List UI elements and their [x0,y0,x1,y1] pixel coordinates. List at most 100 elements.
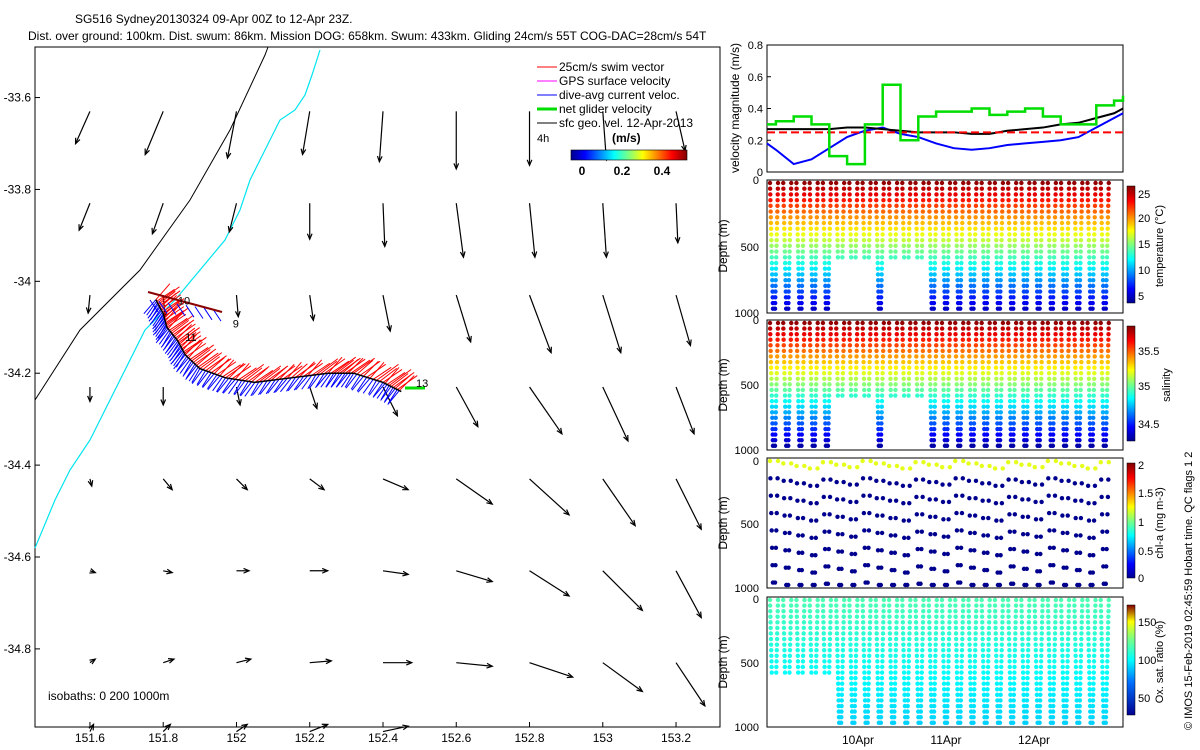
sec-temperature-point [788,197,794,203]
sec-salinity-point [1064,410,1070,415]
sec-temperature-point [1051,266,1057,271]
sec-oxygen-point [769,653,774,658]
swim-vector [286,361,302,379]
salinity-points [767,320,1111,448]
sec-oxygen-point [1047,687,1053,692]
sec-temperature-point [1006,197,1011,203]
sec-salinity-point [800,398,805,404]
sec-salinity-point [1047,398,1052,404]
sec-temperature-point [967,215,972,220]
sec-salinity-point [1013,331,1019,337]
current-vector [373,382,384,397]
sec-chla-point [906,535,911,541]
sec-oxygen-point [939,603,945,608]
sec-salinity-point [781,343,786,348]
current-vector [345,373,358,389]
sec-oxygen-point [875,681,881,686]
sec-chla-point [971,582,976,588]
sec-oxygen-point [839,692,845,698]
sec-oxygen-point [854,614,860,619]
sec-temperature-point [1021,277,1026,283]
sec-oxygen-point [1085,620,1091,625]
sec-salinity-point [946,371,951,376]
sec-salinity-point [822,404,828,409]
sec-salinity-point [985,393,991,398]
sec-chla-point [980,498,985,503]
sec-temperature-point [997,306,1003,311]
sec-oxygen-point [768,620,773,625]
sec-salinity-point [1060,371,1065,376]
sec-oxygen-point [921,597,926,603]
sec-temperature-point [946,220,952,226]
sec-temperature-point [1046,226,1052,231]
swim-vector [307,359,323,377]
sec-oxygen-point [1072,603,1077,608]
sec-temperature-point [947,203,952,209]
sec-temperature-point [787,255,792,260]
sec-temperature-point [813,277,818,283]
sec-oxygen-point [973,614,979,619]
sec-temperature-point [1026,209,1031,214]
sec-salinity-point [841,337,846,342]
sec-chla-point [1066,478,1071,484]
sec-temperature-point [931,295,937,300]
swim-vector [379,367,398,382]
sec-salinity-point [827,376,832,381]
sec-temperature-point [876,283,881,289]
sec-temperature-point [1099,232,1105,237]
sec-salinity-point [958,437,963,443]
geostrophic-arrowhead [623,434,629,443]
sec-oxygen-point [993,642,999,647]
sec-salinity-point [878,432,884,437]
sec-temperature-point [835,243,840,249]
sec-oxygen-point [994,687,1000,692]
sec-salinity-point [986,382,991,387]
sec-chla-point [801,481,807,486]
sec-temperature-point [879,277,884,283]
sec-salinity-point [966,337,972,342]
sec-salinity-point [893,359,899,365]
sec-chla-point [879,565,884,570]
sec-chla-point [986,515,991,521]
sec-salinity-point [981,410,987,415]
sec-salinity-point [1021,410,1026,415]
sec-salinity-point [900,331,905,337]
sec-temperature-point [787,243,792,249]
sec-salinity-point [1050,437,1056,443]
sec-salinity-point [1105,365,1110,370]
legend-gps-label: GPS surface velocity [559,74,670,88]
sec-oxygen-point [875,659,880,664]
geostrophic-vector [382,478,409,491]
sec-temperature-point [782,255,788,260]
sec-salinity-point [879,421,884,426]
sec-temperature-point [861,209,866,214]
sec-chla-point [861,510,867,516]
swim-vector [191,344,214,362]
sec-salinity-point [901,359,906,365]
sec-chla-point [1024,566,1029,572]
sec-oxygen-point [919,681,924,686]
sec-temperature-point [900,197,905,203]
sec-salinity-point [934,320,939,326]
sec-oxygen-point [920,614,926,619]
sec-temperature-point [953,215,959,220]
sec-oxygen-point [1073,653,1078,658]
sec-chla-point [1038,534,1043,539]
sec-oxygen-point [906,675,911,681]
track-label: 11 [185,332,196,344]
current-vector [234,380,246,396]
sec-salinity-point [973,331,979,337]
sec-oxygen-point [1106,614,1111,619]
sec-chla-point [1073,533,1079,538]
sec-oxygen-point [1092,614,1098,619]
sec-oxygen-point [769,659,774,664]
sec-oxygen-point [802,603,807,608]
current-vector [202,373,215,389]
sec-chla-point [788,496,793,501]
sec-chla-point [782,513,787,518]
sec-chla-point [960,476,966,481]
sec-temperature-point [1078,260,1083,266]
sec-chla-point [914,494,919,500]
sec-salinity-point [920,365,925,370]
sec-oxygen-point [1104,698,1109,703]
